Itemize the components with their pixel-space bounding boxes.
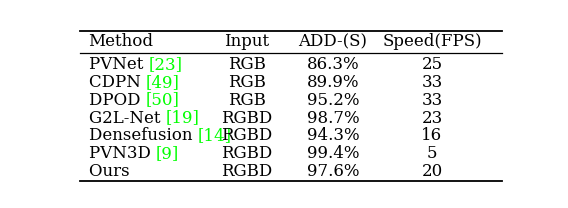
Text: [50]: [50] [145,92,179,109]
Text: 33: 33 [421,74,442,91]
Text: RGB: RGB [228,74,266,91]
Text: Densefusion: Densefusion [89,128,197,144]
Text: [14]: [14] [197,128,231,144]
Text: [19]: [19] [165,110,199,126]
Text: 23: 23 [421,110,442,126]
Text: 20: 20 [421,163,442,180]
Text: 99.4%: 99.4% [307,145,359,162]
Text: 16: 16 [421,128,442,144]
Text: PVNet: PVNet [89,56,148,73]
Text: RGBD: RGBD [222,163,273,180]
Text: 86.3%: 86.3% [307,56,359,73]
Text: RGB: RGB [228,56,266,73]
Text: RGB: RGB [228,92,266,109]
Text: RGBD: RGBD [222,110,273,126]
Text: Input: Input [224,33,270,50]
Text: 33: 33 [421,92,442,109]
Text: [49]: [49] [146,74,179,91]
Text: 98.7%: 98.7% [307,110,359,126]
Text: [23]: [23] [148,56,182,73]
Text: 25: 25 [421,56,442,73]
Text: 89.9%: 89.9% [307,74,359,91]
Text: CDPN: CDPN [89,74,146,91]
Text: 5: 5 [427,145,437,162]
Text: RGBD: RGBD [222,145,273,162]
Text: Speed(FPS): Speed(FPS) [382,33,482,50]
Text: Method: Method [89,33,153,50]
Text: Ours: Ours [89,163,135,180]
Text: [9]: [9] [156,145,179,162]
Text: RGBD: RGBD [222,128,273,144]
Text: 97.6%: 97.6% [307,163,359,180]
Text: 94.3%: 94.3% [307,128,359,144]
Text: ADD-(S): ADD-(S) [298,33,367,50]
Text: 95.2%: 95.2% [307,92,359,109]
Text: DPOD: DPOD [89,92,145,109]
Text: PVN3D: PVN3D [89,145,156,162]
Text: G2L-Net: G2L-Net [89,110,165,126]
